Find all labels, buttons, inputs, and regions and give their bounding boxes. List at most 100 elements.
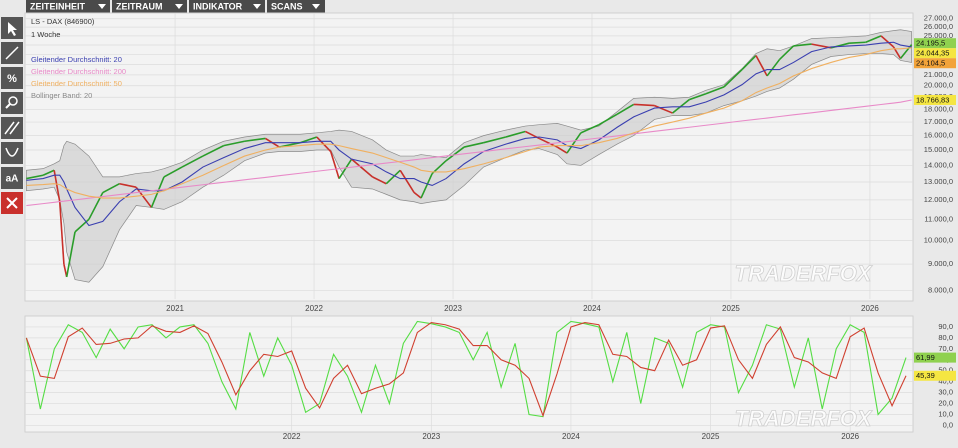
x-tick-label: 2022 [283,432,301,441]
legend-entry: Gleitender Durchschnitt: 200 [31,67,126,76]
tool-icon [5,103,11,109]
y-tick-label: 17.000,0 [924,117,953,126]
price-segment [580,123,600,134]
value-marker [914,370,956,381]
menu-label[interactable]: SCANS [271,1,303,11]
tool-label[interactable]: aA [6,174,19,185]
x-tick-label: 2023 [422,432,440,441]
price-segment [329,151,340,179]
price-segment [399,169,415,193]
x-tick-label: 2025 [722,304,740,313]
price-segment [58,201,65,265]
price-segment [633,103,655,107]
y-tick-label: 13.000,0 [924,177,953,186]
menu-arrow[interactable] [175,4,183,9]
price-segment [688,92,707,101]
price-segment [755,55,768,77]
menu-label[interactable]: ZEITRAUM [116,1,163,11]
price-segment [849,41,866,44]
y-tick-label: 8.000,0 [928,285,953,294]
price-segment [865,35,882,43]
menu-label[interactable]: ZEITEINHEIT [30,1,86,11]
x-tick-label: 2021 [166,304,184,313]
menu-bar: ZEITEINHEIT ZEITRAUM INDIKATOR SCANS [26,0,325,13]
y-tick-label: 90,0 [938,322,953,331]
value-marker-label: 45,39 [916,371,935,380]
tool-text[interactable] [1,167,23,189]
legend-entry: Gleitender Durchschnitt: 50 [31,79,122,88]
menu-arrow[interactable] [253,4,261,9]
chart-layer: 8.000,0 9.000,0 10.000,0 11.000,0 12.000,0 13… [25,13,956,441]
price-segment [26,174,44,180]
menu-label[interactable]: INDIKATOR [193,1,243,11]
watermark: TRADERFOX [735,261,873,286]
tool-curve[interactable] [1,142,23,164]
x-tick-label: 2024 [583,304,601,313]
y-tick-label: 14.000,0 [924,160,953,169]
value-marker-label: 18.766,83 [916,95,949,104]
oscillator-panel [24,315,914,433]
chart-subtitle: 1 Woche [31,30,60,39]
price-segment [566,132,582,154]
price-segment [705,86,725,95]
x-tick-label: 2024 [562,432,580,441]
watermark: TRADERFOX [735,406,873,431]
price-segment [463,141,484,148]
y-tick-label: 10.000,0 [924,236,953,245]
price-segment [741,54,757,71]
menu-tab[interactable] [267,0,325,13]
menu-tab[interactable] [189,0,265,13]
price-segment [163,166,183,178]
menu-arrow[interactable] [98,4,106,9]
x-tick-label: 2022 [305,304,323,313]
y-tick-label: 50,0 [938,366,953,375]
x-tick-label: 2025 [702,432,720,441]
price-segment [102,183,120,194]
tool-icon [6,197,18,209]
price-segment [119,182,137,188]
x-tick-label: 2026 [841,432,859,441]
y-tick-label: 25.000,0 [924,31,953,40]
menu-tab[interactable] [112,0,187,13]
value-marker [914,48,956,59]
y-tick-label: 11.000,0 [924,214,953,223]
price-segment [779,45,795,61]
tool-zoom[interactable] [1,92,23,114]
tool-parallel[interactable] [1,117,23,139]
price-segment [505,130,526,138]
price-segment [616,103,635,116]
price-segment [223,140,245,147]
tool-icon [8,96,18,106]
price-segment [338,158,353,180]
y-tick-label: 30,0 [938,388,953,397]
price-segment [74,218,90,233]
price-segment [654,104,673,114]
price-segment [598,113,618,126]
tool-label[interactable]: % [7,73,17,85]
tool-icon [9,121,20,135]
y-tick-label: 12.000,0 [924,195,953,204]
price-segment [181,155,204,168]
y-tick-label: 0,0 [943,420,953,429]
y-tick-label: 21.000,0 [924,70,953,79]
value-marker-label: 24.044,35 [916,49,949,58]
price-segment [135,186,153,208]
y-tick-label: 20.000,0 [924,81,953,90]
menu-arrow[interactable] [312,4,320,9]
y-tick-label: 20,0 [938,399,953,408]
price-segment [202,144,225,157]
menu-tab[interactable] [26,0,110,13]
value-marker [914,58,956,69]
tool-icon [4,121,15,135]
series-line [26,47,912,199]
y-tick-label: 80,0 [938,333,953,342]
y-tick-label: 40,0 [938,377,953,386]
price-segment [445,146,465,162]
price-segment [483,136,507,144]
y-tick-label: 27.000,0 [924,14,953,23]
bollinger-band [26,29,912,283]
series-line [26,99,912,207]
x-tick-label: 2023 [444,304,462,313]
tool-percent[interactable] [1,67,23,89]
